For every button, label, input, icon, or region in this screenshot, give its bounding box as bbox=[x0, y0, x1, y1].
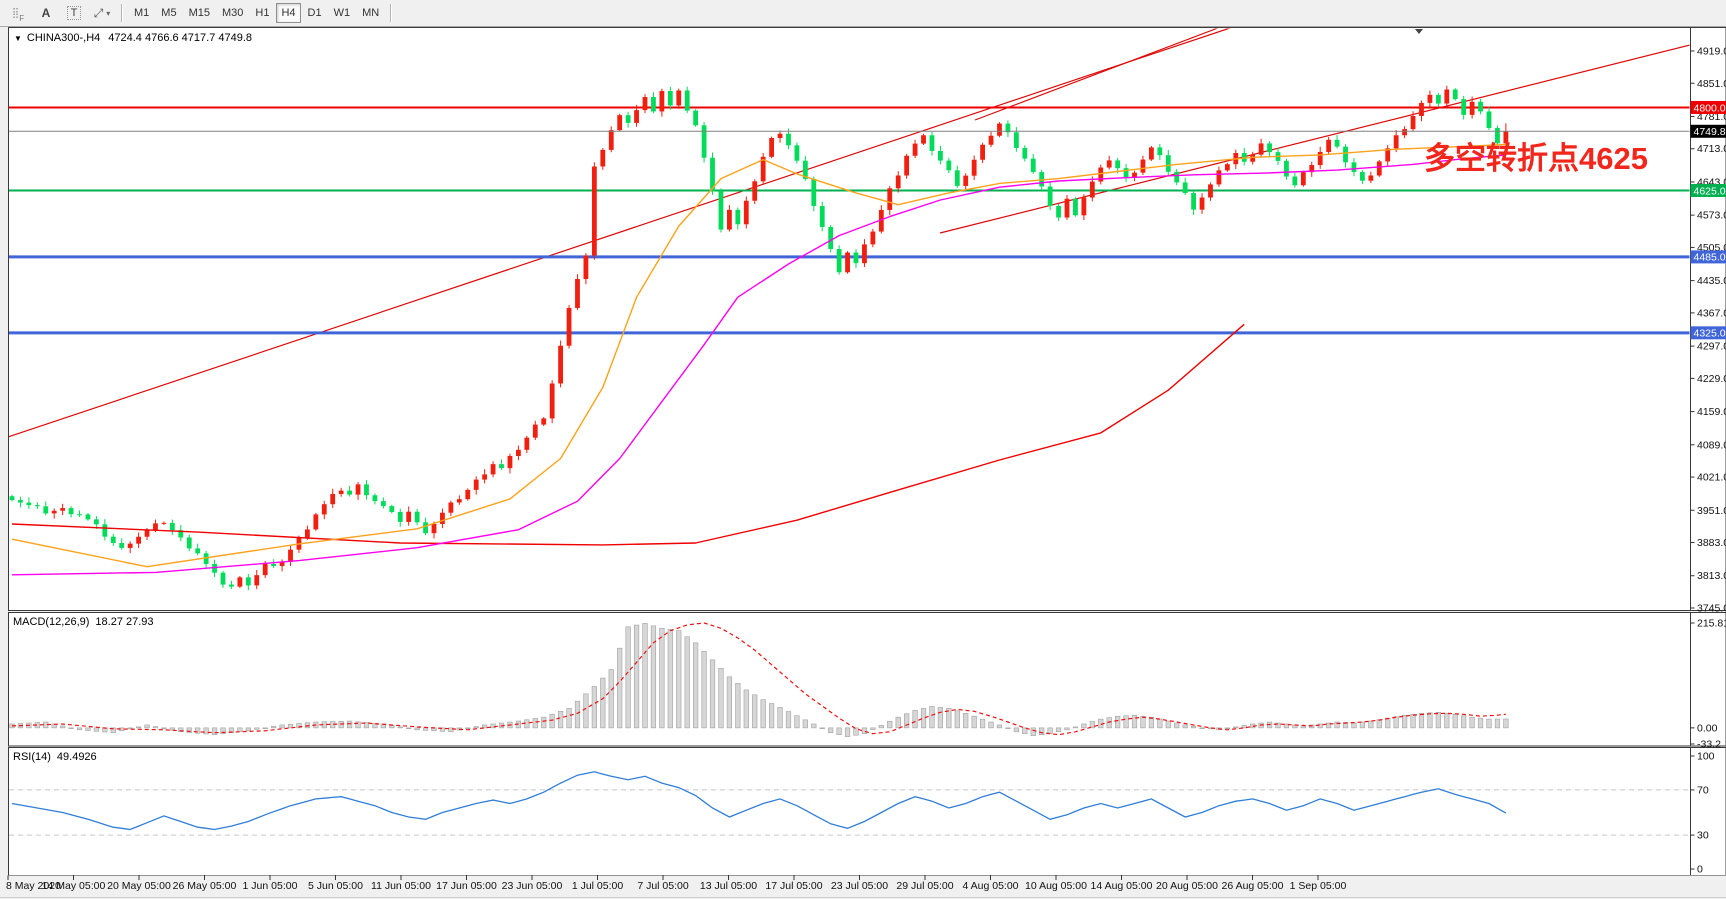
svg-text:3883.0: 3883.0 bbox=[1697, 537, 1726, 549]
time-axis-strip[interactable] bbox=[0, 875, 1726, 899]
svg-text:1 Sep 05:00: 1 Sep 05:00 bbox=[1290, 880, 1347, 892]
svg-text:3813.0: 3813.0 bbox=[1697, 570, 1726, 582]
svg-text:8 May 2020: 8 May 2020 bbox=[6, 880, 61, 892]
shift-marker-icon bbox=[1415, 29, 1423, 34]
svg-text:20 May 05:00: 20 May 05:00 bbox=[107, 880, 171, 892]
dropdown-caret-icon: ▾ bbox=[106, 8, 111, 18]
price-badge-4800.0: 4800.0 bbox=[1690, 100, 1726, 114]
svg-text:26 Aug 05:00: 26 Aug 05:00 bbox=[1222, 880, 1284, 892]
svg-text:4573.0: 4573.0 bbox=[1697, 210, 1726, 222]
timeframe-button-m15[interactable]: M15 bbox=[184, 3, 215, 23]
svg-text:17 Jul 05:00: 17 Jul 05:00 bbox=[765, 880, 822, 892]
grip-icon[interactable]: ⣿ F bbox=[6, 2, 30, 24]
toolbar: ⣿ F A T ⤢ ▾ M1 M5 M15 M30 H1 H4 D1 W1 MN bbox=[0, 0, 1726, 27]
svg-text:14 May 05:00: 14 May 05:00 bbox=[42, 880, 106, 892]
svg-text:4367.0: 4367.0 bbox=[1697, 307, 1726, 319]
rsi-panel bbox=[8, 747, 1726, 876]
rsi-plot-layer bbox=[9, 771, 1690, 836]
svg-text:4851.0: 4851.0 bbox=[1697, 78, 1726, 90]
svg-text:4713.0: 4713.0 bbox=[1697, 143, 1726, 155]
text-tool-glyph: T bbox=[66, 6, 82, 20]
svg-text:4 Aug 05:00: 4 Aug 05:00 bbox=[962, 880, 1018, 892]
svg-text:29 Jul 05:00: 29 Jul 05:00 bbox=[896, 880, 953, 892]
text-tool-icon[interactable]: T bbox=[62, 2, 86, 24]
rsi-line bbox=[11, 771, 1507, 831]
toolbar-separator bbox=[121, 4, 123, 22]
svg-text:4435.0: 4435.0 bbox=[1697, 275, 1726, 287]
svg-text:23 Jun 05:00: 23 Jun 05:00 bbox=[502, 880, 563, 892]
svg-text:7 Jul 05:00: 7 Jul 05:00 bbox=[637, 880, 689, 892]
main-plot-layer bbox=[8, 28, 1726, 591]
svg-text:4325.0: 4325.0 bbox=[1694, 328, 1726, 340]
arrows-tool-icon[interactable]: ⤢ ▾ bbox=[90, 2, 114, 24]
svg-text:13 Jul 05:00: 13 Jul 05:00 bbox=[700, 880, 757, 892]
timeframe-button-h4[interactable]: H4 bbox=[276, 3, 301, 23]
grip-f-label: F bbox=[19, 14, 25, 23]
svg-text:4021.0: 4021.0 bbox=[1697, 472, 1726, 484]
trendline-1[interactable] bbox=[8, 28, 1231, 438]
svg-text:4297.0: 4297.0 bbox=[1697, 341, 1726, 353]
svg-text:215.81: 215.81 bbox=[1697, 618, 1726, 630]
macd-panel bbox=[8, 612, 1726, 747]
svg-text:4919.0: 4919.0 bbox=[1697, 46, 1726, 58]
svg-text:5 Jun 05:00: 5 Jun 05:00 bbox=[308, 880, 363, 892]
svg-text:14 Aug 05:00: 14 Aug 05:00 bbox=[1091, 880, 1153, 892]
font-tool-icon[interactable]: A bbox=[41, 6, 51, 20]
ma-magenta-line bbox=[11, 154, 1506, 576]
trendline-3[interactable] bbox=[939, 36, 1726, 234]
svg-text:4800.0: 4800.0 bbox=[1694, 102, 1726, 114]
ma-orange-line bbox=[11, 143, 1506, 568]
price-badge-4625.0: 4625.0 bbox=[1690, 183, 1726, 197]
price-badge-4325.0: 4325.0 bbox=[1690, 326, 1726, 340]
macd-plot-layer bbox=[9, 622, 1509, 737]
svg-text:4781.0: 4781.0 bbox=[1697, 111, 1726, 123]
macd-signal-line bbox=[11, 622, 1506, 736]
svg-text:1 Jun 05:00: 1 Jun 05:00 bbox=[243, 880, 298, 892]
svg-text:10 Aug 05:00: 10 Aug 05:00 bbox=[1025, 880, 1087, 892]
drawing-tools-group: ⣿ F A T ⤢ ▾ bbox=[0, 0, 116, 26]
dots-grid-icon: ⣿ bbox=[11, 7, 19, 19]
timeframe-button-m5[interactable]: M5 bbox=[156, 3, 181, 23]
timeframe-button-d1[interactable]: D1 bbox=[303, 3, 327, 23]
svg-text:26 May 05:00: 26 May 05:00 bbox=[173, 880, 237, 892]
timeframe-button-m1[interactable]: M1 bbox=[129, 3, 154, 23]
svg-text:70: 70 bbox=[1697, 784, 1709, 796]
svg-text:4749.8: 4749.8 bbox=[1694, 126, 1726, 138]
svg-text:4229.0: 4229.0 bbox=[1697, 373, 1726, 385]
svg-text:3951.0: 3951.0 bbox=[1697, 505, 1726, 517]
svg-text:4485.0: 4485.0 bbox=[1694, 252, 1726, 264]
price-axis[interactable]: 4919.04851.04781.04713.04643.04573.04505… bbox=[1690, 46, 1726, 876]
svg-text:4625.0: 4625.0 bbox=[1694, 185, 1726, 197]
candles-layer bbox=[9, 85, 1509, 591]
price-badge-4485.0: 4485.0 bbox=[1690, 250, 1726, 264]
svg-text:11 Jun 05:00: 11 Jun 05:00 bbox=[371, 880, 431, 892]
svg-text:-33.2: -33.2 bbox=[1697, 739, 1721, 751]
timeframe-button-h1[interactable]: H1 bbox=[250, 3, 274, 23]
toolbar-separator bbox=[390, 4, 393, 22]
svg-text:4089.0: 4089.0 bbox=[1697, 439, 1726, 451]
svg-text:0.00: 0.00 bbox=[1697, 722, 1718, 734]
price-badge-4749.8: 4749.8 bbox=[1690, 124, 1726, 138]
svg-text:23 Jul 05:00: 23 Jul 05:00 bbox=[831, 880, 888, 892]
timeframe-button-mn[interactable]: MN bbox=[357, 3, 384, 23]
svg-text:4159.0: 4159.0 bbox=[1697, 406, 1726, 418]
timeframe-button-m30[interactable]: M30 bbox=[217, 3, 248, 23]
svg-text:30: 30 bbox=[1697, 830, 1709, 842]
svg-text:0: 0 bbox=[1697, 864, 1703, 876]
main-panel bbox=[8, 27, 1726, 611]
timeframe-toolbar: M1 M5 M15 M30 H1 H4 D1 W1 MN bbox=[128, 0, 385, 26]
svg-text:3745.0: 3745.0 bbox=[1697, 603, 1726, 615]
timeframe-button-w1[interactable]: W1 bbox=[329, 3, 356, 23]
svg-text:20 Aug 05:00: 20 Aug 05:00 bbox=[1156, 880, 1218, 892]
svg-text:1 Jul 05:00: 1 Jul 05:00 bbox=[572, 880, 624, 892]
svg-text:100: 100 bbox=[1697, 751, 1715, 763]
svg-text:17 Jun 05:00: 17 Jun 05:00 bbox=[436, 880, 497, 892]
arrows-glyph: ⤢ bbox=[93, 5, 104, 20]
trendline-2[interactable] bbox=[974, 28, 1219, 121]
